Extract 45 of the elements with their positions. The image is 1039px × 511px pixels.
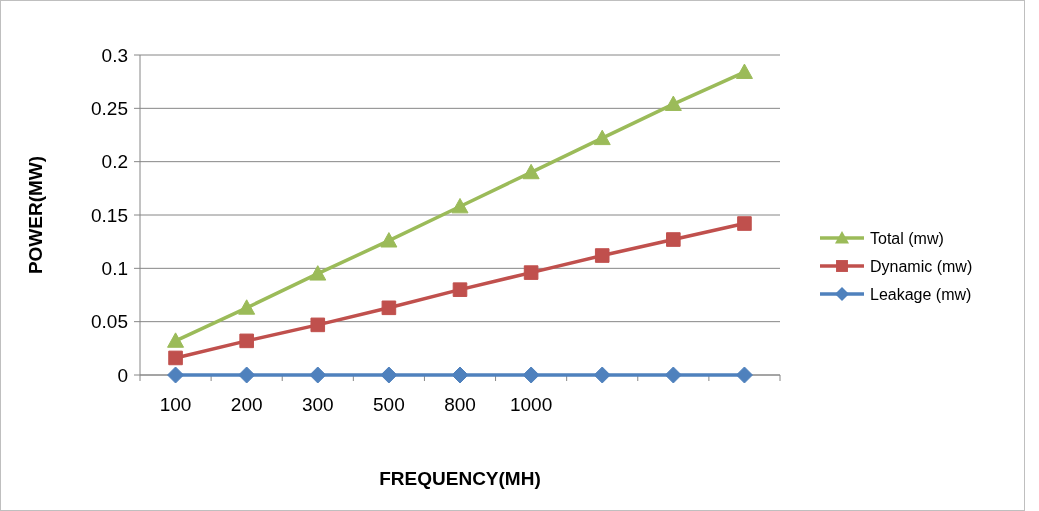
y-tick-label: 0.25 [91,97,128,119]
x-tick-label: 300 [301,394,334,415]
point [594,248,610,263]
point [310,317,326,333]
point [451,366,469,384]
point [523,265,539,280]
point [735,366,753,384]
x-tick-label: 800 [444,394,476,415]
point [380,366,398,384]
point [522,366,540,384]
y-tick-label: 0.05 [91,311,128,333]
point [167,366,185,384]
point [451,197,469,214]
x-tick-label: 1000 [509,394,553,415]
x-tick-label: 500 [373,394,405,415]
point [309,366,327,384]
legend-label: Total (mw) [870,229,944,247]
point [593,129,611,146]
point [664,95,682,111]
y-tick-label: 0.1 [101,257,128,279]
point [452,282,468,297]
point [522,163,540,180]
legend-label: Leakage (mw) [870,285,972,303]
y-tick-label: 0.3 [101,44,128,66]
point [381,300,397,316]
point [735,63,753,79]
point [309,265,327,281]
point [238,366,256,384]
point [238,299,256,315]
y-tick-label: 0 [117,364,128,386]
point [380,232,398,248]
point [666,232,681,247]
y-tick-label: 0.2 [101,151,128,173]
point [737,216,752,231]
x-tick-label: 200 [230,394,263,415]
x-tick-label: 100 [159,394,192,415]
y-axis-title: POWER(MW) [25,155,46,275]
x-axis-title: FREQUENCY(MH) [379,468,541,489]
y-tick-label: 0.15 [91,204,128,226]
point [168,350,183,366]
point [167,332,185,348]
point [664,366,682,384]
point [239,333,254,349]
point [593,366,611,384]
legend-label: Dynamic (mw) [870,257,973,275]
